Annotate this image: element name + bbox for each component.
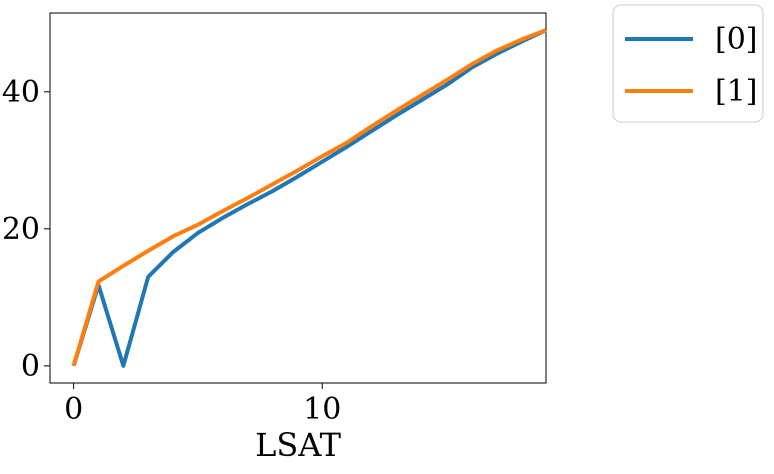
legend-label-1: [1]	[715, 74, 758, 109]
x-axis-ticks: 0 10	[64, 383, 341, 427]
y-tick-label: 40	[2, 75, 40, 110]
series-line-1	[71, 28, 547, 367]
legend-label-0: [0]	[715, 22, 758, 57]
x-tick-label: 0	[64, 392, 83, 427]
y-axis-ticks: 0 20 40	[2, 75, 50, 384]
y-tick-label: 20	[2, 212, 40, 247]
series-layer	[71, 28, 547, 368]
y-tick-label: 0	[21, 349, 40, 384]
x-tick-label: 10	[303, 392, 341, 427]
series-line-0	[71, 28, 547, 368]
legend: [0][1]	[612, 4, 764, 123]
x-axis-label: LSAT	[255, 426, 342, 464]
